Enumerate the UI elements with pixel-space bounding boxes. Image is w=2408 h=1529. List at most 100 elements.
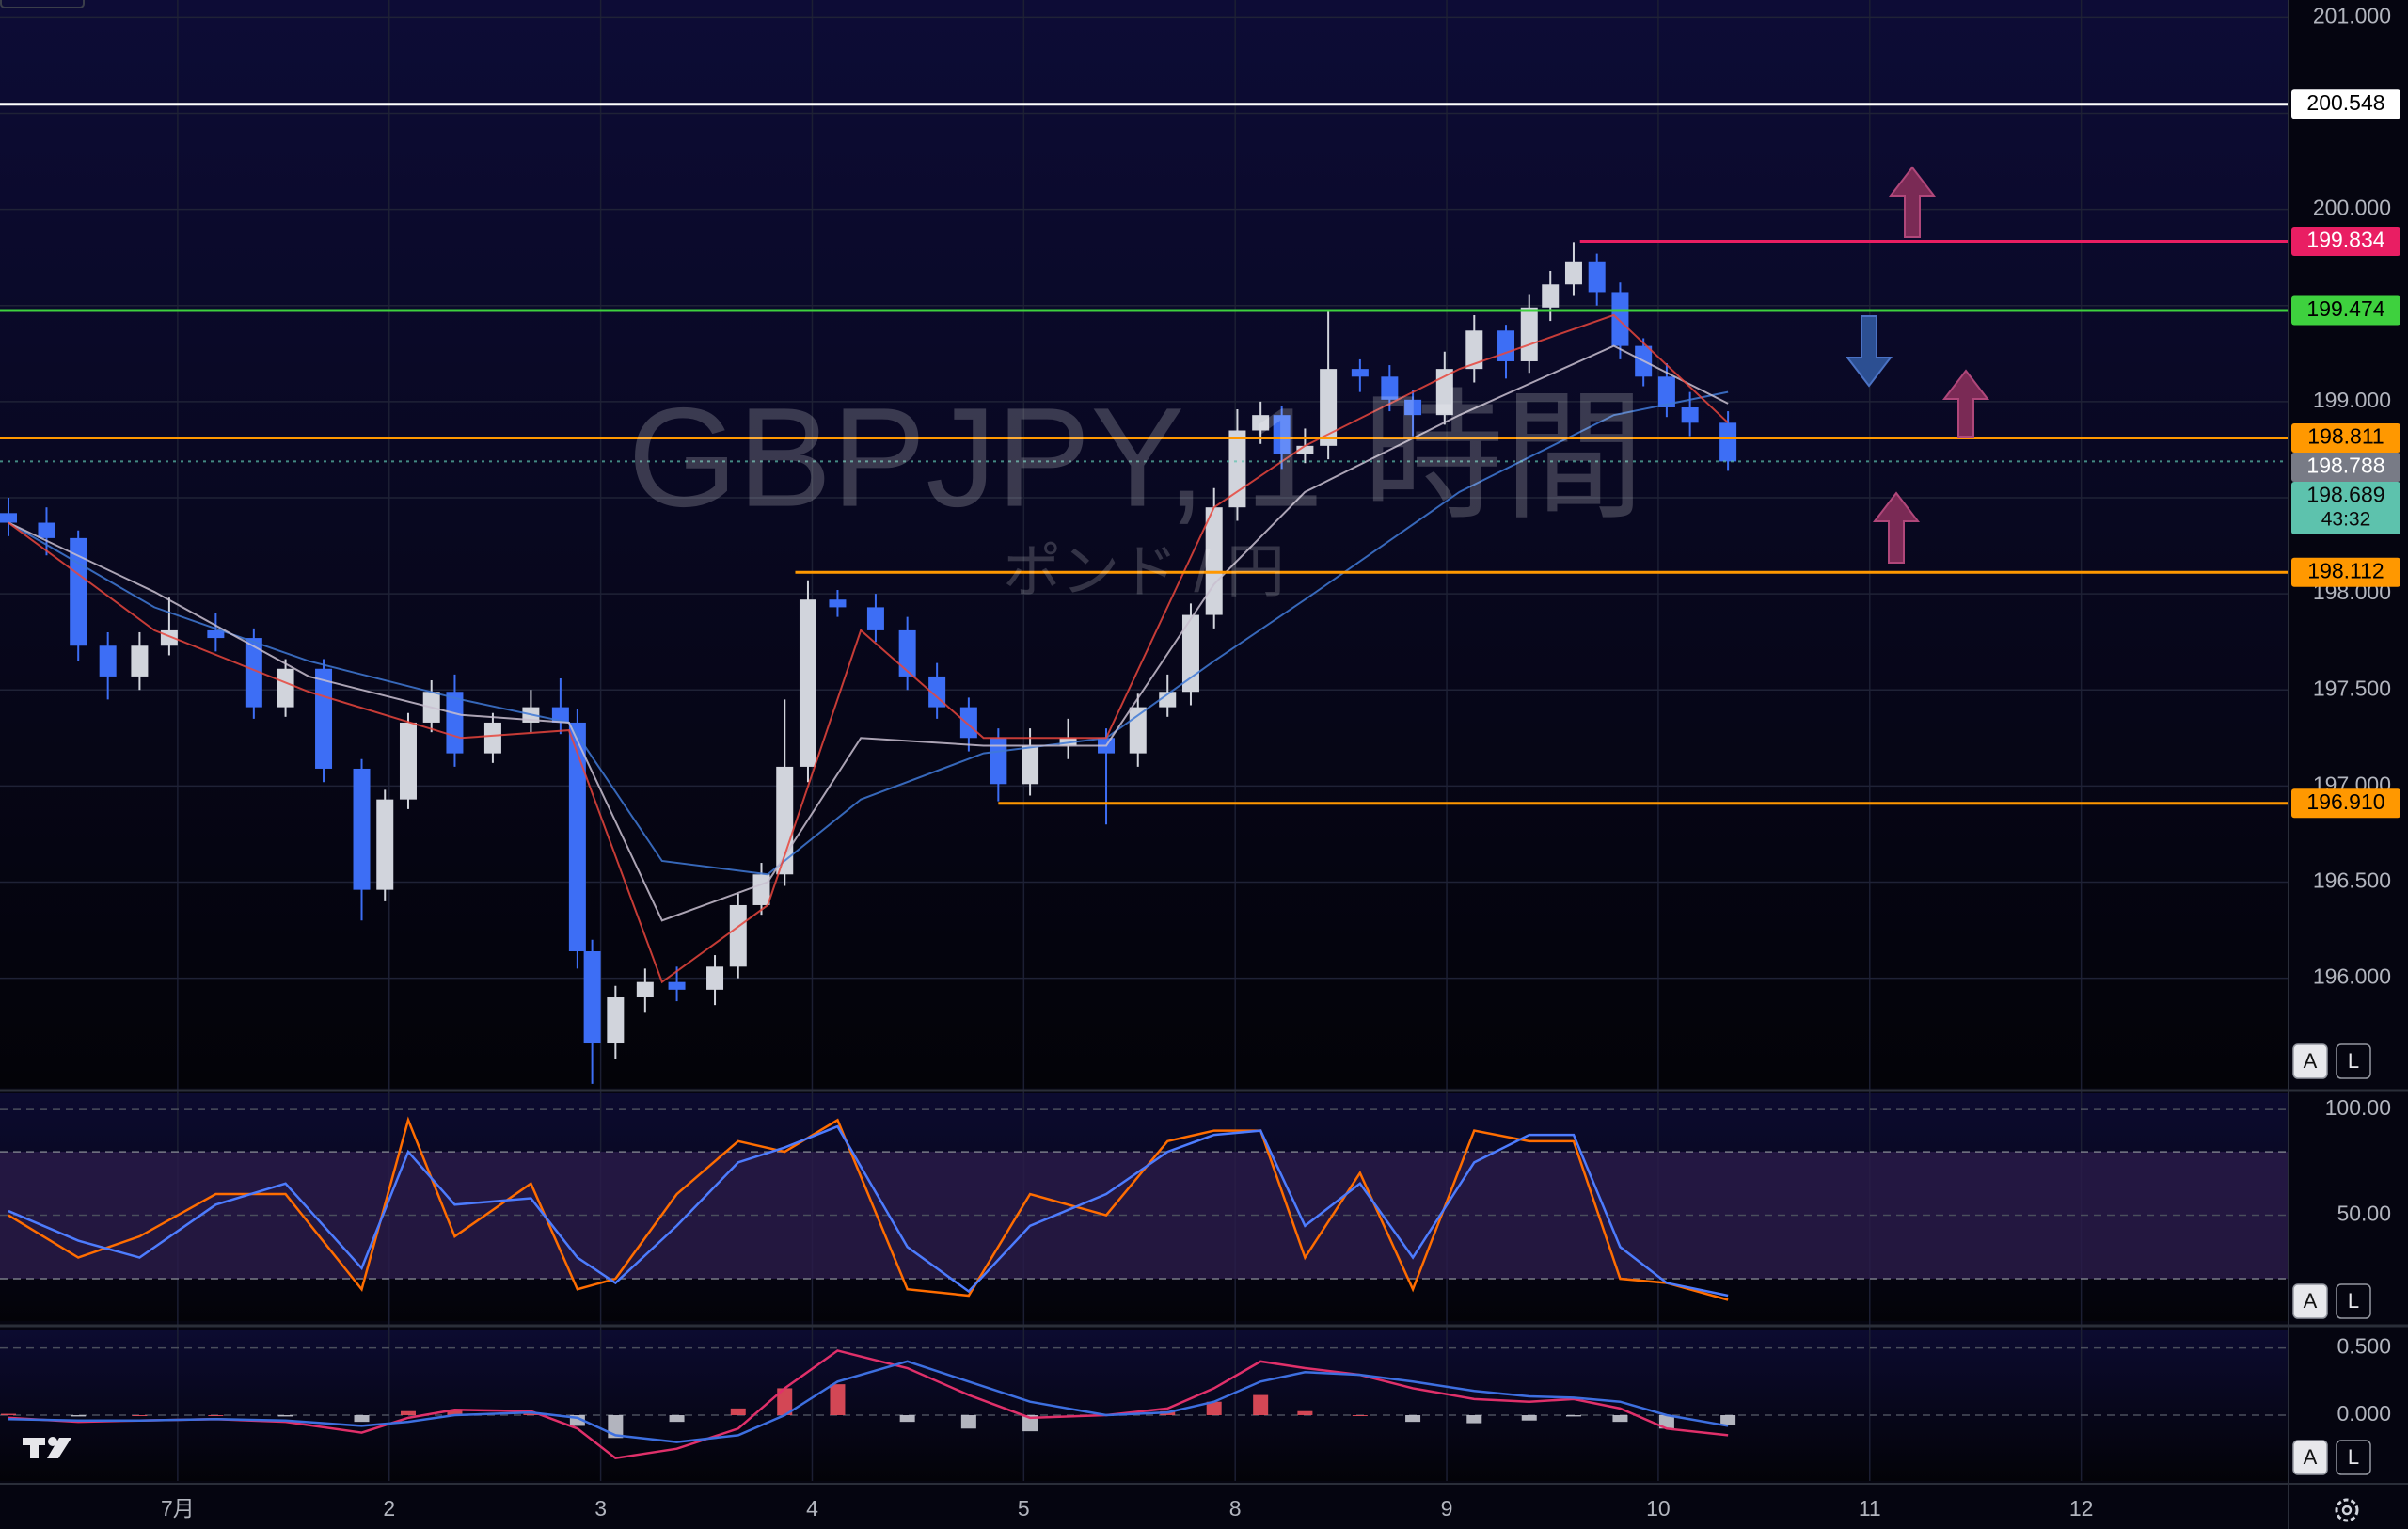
histogram-bar bbox=[0, 1413, 16, 1415]
histogram-bar bbox=[777, 1388, 793, 1415]
countdown-label: 43:32 bbox=[2321, 509, 2371, 531]
scale-button[interactable] bbox=[2292, 1043, 2328, 1079]
y-tick-label: 201.000 bbox=[2313, 3, 2391, 27]
histogram-bar bbox=[730, 1408, 746, 1415]
histogram-bar bbox=[608, 1415, 624, 1439]
scale-button-label[interactable]: L bbox=[2348, 1445, 2359, 1469]
scale-button-label[interactable]: A bbox=[2304, 1445, 2318, 1469]
indicator-line bbox=[8, 1124, 1729, 1298]
candle-body bbox=[1381, 376, 1399, 400]
scale-button-label[interactable]: L bbox=[2348, 1289, 2359, 1313]
histogram-bar bbox=[669, 1415, 685, 1423]
candle-body bbox=[277, 668, 294, 708]
histogram-bar bbox=[960, 1415, 976, 1429]
histogram-bar bbox=[354, 1415, 370, 1423]
price-badge-label: 198.689 bbox=[2306, 483, 2384, 507]
settings-icon[interactable] bbox=[2335, 1498, 2359, 1522]
histogram-bar bbox=[132, 1415, 148, 1416]
candle-body bbox=[38, 522, 55, 538]
candle-body bbox=[1681, 406, 1699, 423]
price-badge-label: 198.811 bbox=[2307, 424, 2384, 449]
y-tick-label: 50.00 bbox=[2337, 1202, 2391, 1226]
x-tick-label: 3 bbox=[594, 1496, 607, 1521]
x-tick-label: 2 bbox=[383, 1496, 395, 1521]
price-badge bbox=[2291, 788, 2400, 819]
price-badge bbox=[2291, 89, 2400, 119]
candle-body bbox=[583, 950, 601, 1044]
scale-button-label[interactable]: A bbox=[2304, 1289, 2318, 1313]
scale-button[interactable] bbox=[2292, 1440, 2328, 1475]
candle-body bbox=[207, 629, 225, 639]
candle-body bbox=[315, 668, 333, 769]
candle-body bbox=[551, 707, 569, 723]
candle-body bbox=[776, 766, 794, 875]
y-tick-label: 199.000 bbox=[2313, 388, 2391, 412]
scale-button-label[interactable]: A bbox=[2304, 1049, 2318, 1073]
up-arrow bbox=[1872, 491, 1921, 564]
candle-body bbox=[607, 997, 625, 1044]
candle-body bbox=[1435, 369, 1453, 416]
candle-body bbox=[1022, 745, 1039, 785]
candle-body bbox=[1588, 261, 1606, 293]
logo-part bbox=[30, 1438, 39, 1458]
y-tick-label: 200.000 bbox=[2313, 196, 2391, 220]
candle-body bbox=[99, 645, 117, 677]
price-badge bbox=[2291, 452, 2400, 482]
histogram-bar bbox=[400, 1410, 416, 1415]
histogram-bar bbox=[1466, 1415, 1482, 1424]
y-tick-label: 0.000 bbox=[2337, 1401, 2391, 1425]
moving-average bbox=[8, 390, 1729, 876]
price-badge-label: 200.548 bbox=[2306, 90, 2384, 115]
histogram-bar bbox=[830, 1384, 846, 1415]
candle-body bbox=[1159, 692, 1177, 708]
histogram-bar bbox=[1022, 1415, 1038, 1432]
candle-body bbox=[959, 707, 977, 739]
y-tick-label: 196.500 bbox=[2313, 868, 2391, 893]
x-tick-label: 10 bbox=[1646, 1496, 1671, 1521]
y-tick-label: 196.000 bbox=[2313, 964, 2391, 989]
candle-body bbox=[1497, 330, 1515, 361]
price-badge bbox=[2291, 481, 2400, 534]
candle-body bbox=[446, 692, 464, 754]
tv-logo bbox=[23, 1437, 71, 1458]
candle-body bbox=[706, 966, 724, 990]
scale-button[interactable] bbox=[2336, 1043, 2371, 1079]
arrows bbox=[1845, 166, 1990, 564]
histogram-bar bbox=[1352, 1415, 1368, 1416]
watermark-subtitle: ポンド / 円 bbox=[1003, 539, 1285, 604]
scale-button[interactable] bbox=[2336, 1440, 2371, 1475]
price-badge bbox=[2291, 557, 2400, 587]
candle-body bbox=[1351, 369, 1369, 377]
candle-body bbox=[799, 599, 816, 767]
histogram-bar bbox=[1658, 1415, 1674, 1429]
scale-button-label[interactable]: L bbox=[2348, 1049, 2359, 1073]
macd-pane bbox=[0, 1330, 2289, 1481]
histogram-bar bbox=[899, 1415, 915, 1423]
scale-button[interactable] bbox=[2336, 1283, 2371, 1319]
histogram-bar bbox=[447, 1410, 463, 1415]
candle-body bbox=[1129, 707, 1147, 754]
gear-inner[interactable] bbox=[2341, 1505, 2353, 1516]
price-badge-label: 196.910 bbox=[2306, 789, 2384, 814]
candle-body bbox=[898, 629, 916, 677]
candle-body bbox=[752, 874, 770, 905]
x-tick-label: 8 bbox=[1229, 1496, 1242, 1521]
watermark-title: GBPJPY, 1 時間 bbox=[628, 378, 1645, 536]
candle-body bbox=[70, 537, 87, 646]
histogram-bar bbox=[277, 1415, 293, 1417]
logo-part bbox=[47, 1438, 71, 1458]
histogram-bar bbox=[208, 1415, 224, 1416]
x-tick-label: 4 bbox=[806, 1496, 818, 1521]
histogram-bar bbox=[1612, 1415, 1628, 1423]
price-badge bbox=[2291, 295, 2400, 326]
histogram-bar bbox=[523, 1413, 539, 1415]
candle-body bbox=[1252, 415, 1270, 431]
x-tick-label: 9 bbox=[1441, 1496, 1453, 1521]
scale-button[interactable] bbox=[2292, 1283, 2328, 1319]
down-arrow bbox=[1845, 315, 1893, 388]
indicator-line bbox=[8, 1116, 1729, 1301]
gear-outer[interactable] bbox=[2335, 1498, 2359, 1522]
x-tick-label: 11 bbox=[1859, 1496, 1881, 1521]
